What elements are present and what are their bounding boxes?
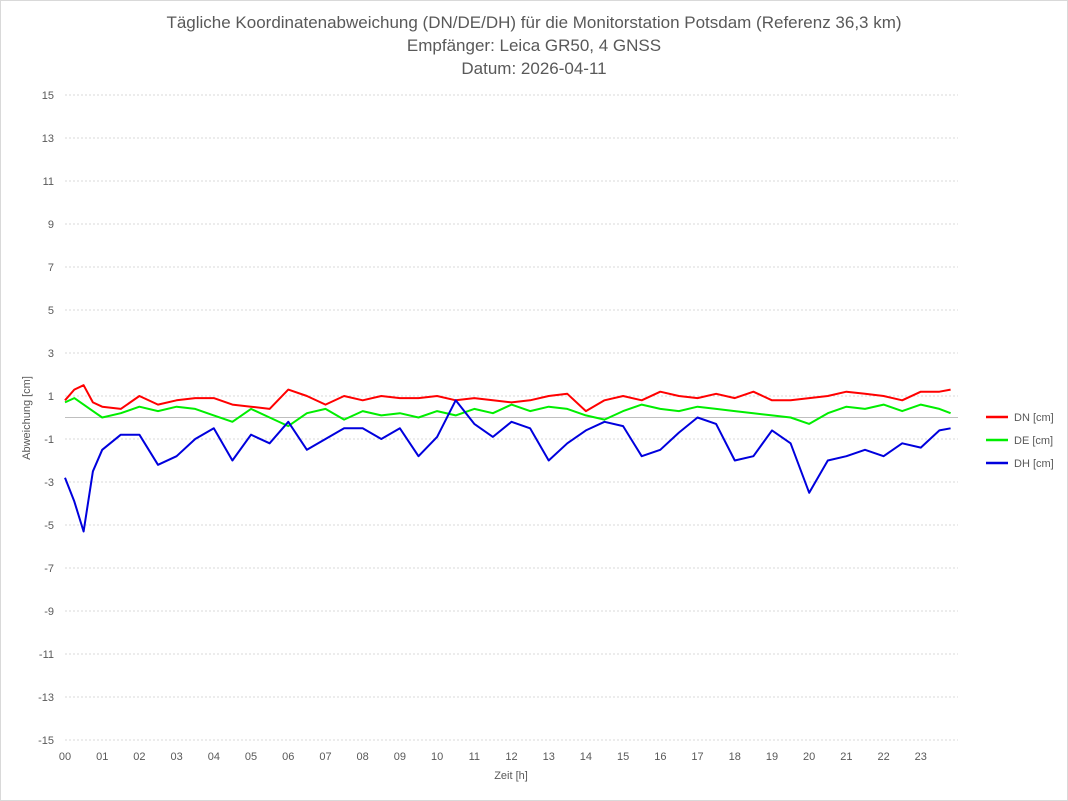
series-line-dh bbox=[64, 399, 951, 533]
x-tick-label: 20 bbox=[803, 751, 815, 763]
x-tick-label: 02 bbox=[133, 751, 145, 763]
chart-subtitle: Empfänger: Leica GR50, 4 GNSS bbox=[406, 36, 662, 55]
y-tick-label: 1 bbox=[48, 391, 54, 403]
y-tick-label: 13 bbox=[42, 133, 54, 145]
series-line-dn bbox=[64, 384, 951, 413]
x-tick-labels: 00 01 02 03 04 05 06 07 08 09 10 11 12 13 14 15 16 17 18 19… bbox=[59, 751, 927, 763]
x-tick-label: 12 bbox=[505, 751, 517, 763]
chart-title: Tägliche Koordinatenabweichung (DN/DE/DH… bbox=[166, 13, 902, 32]
x-tick-label: 08 bbox=[357, 751, 369, 763]
y-tick-label: -13 bbox=[38, 692, 54, 704]
x-tick-label: 16 bbox=[654, 751, 666, 763]
x-tick-label: 01 bbox=[96, 751, 108, 763]
y-axis-label: Abweichung [cm] bbox=[21, 376, 33, 460]
x-tick-label: 07 bbox=[319, 751, 331, 763]
y-tick-label: 11 bbox=[43, 176, 54, 188]
legend-label: DE [cm] bbox=[1014, 435, 1053, 447]
y-tick-label: -1 bbox=[44, 434, 54, 446]
y-tick-label: -5 bbox=[44, 520, 54, 532]
legend: DN [cm] DE [cm] DH [cm] bbox=[986, 412, 1054, 470]
x-tick-label: 19 bbox=[766, 751, 778, 763]
grid-lines bbox=[65, 94, 958, 741]
y-tick-label: 15 bbox=[42, 90, 54, 102]
x-tick-label: 10 bbox=[431, 751, 443, 763]
y-tick-label: -7 bbox=[44, 563, 54, 575]
y-tick-label: 7 bbox=[48, 262, 54, 274]
x-tick-label: 05 bbox=[245, 751, 257, 763]
series-line-de bbox=[64, 397, 951, 428]
y-tick-label: 9 bbox=[48, 219, 54, 231]
x-tick-label: 17 bbox=[691, 751, 703, 763]
y-tick-labels: 15 13 11 9 7 5 3 1 -1 -3 -5 -7 -9 -11 -13 -15 bbox=[38, 90, 54, 747]
x-tick-label: 09 bbox=[394, 751, 406, 763]
x-tick-label: 21 bbox=[840, 751, 852, 763]
x-tick-label: 18 bbox=[729, 751, 741, 763]
y-tick-label: 3 bbox=[48, 348, 54, 360]
series-lines bbox=[64, 384, 951, 533]
x-tick-label: 23 bbox=[915, 751, 927, 763]
y-tick-label: 5 bbox=[48, 305, 54, 317]
x-tick-label: 03 bbox=[171, 751, 183, 763]
y-tick-label: -9 bbox=[44, 606, 54, 618]
x-tick-label: 13 bbox=[543, 751, 555, 763]
y-tick-label: -3 bbox=[44, 477, 54, 489]
x-tick-label: 14 bbox=[580, 751, 592, 763]
x-tick-label: 22 bbox=[877, 751, 889, 763]
legend-label: DN [cm] bbox=[1014, 412, 1054, 424]
y-tick-label: -11 bbox=[39, 649, 54, 661]
x-tick-label: 15 bbox=[617, 751, 629, 763]
x-tick-label: 06 bbox=[282, 751, 294, 763]
x-tick-label: 04 bbox=[208, 751, 220, 763]
legend-label: DH [cm] bbox=[1014, 458, 1054, 470]
chart-date: Datum: 2026-04-11 bbox=[461, 59, 607, 78]
y-tick-label: -15 bbox=[38, 735, 54, 747]
x-axis-label: Zeit [h] bbox=[494, 770, 528, 782]
x-tick-label: 11 bbox=[469, 751, 480, 763]
x-tick-label: 00 bbox=[59, 751, 71, 763]
